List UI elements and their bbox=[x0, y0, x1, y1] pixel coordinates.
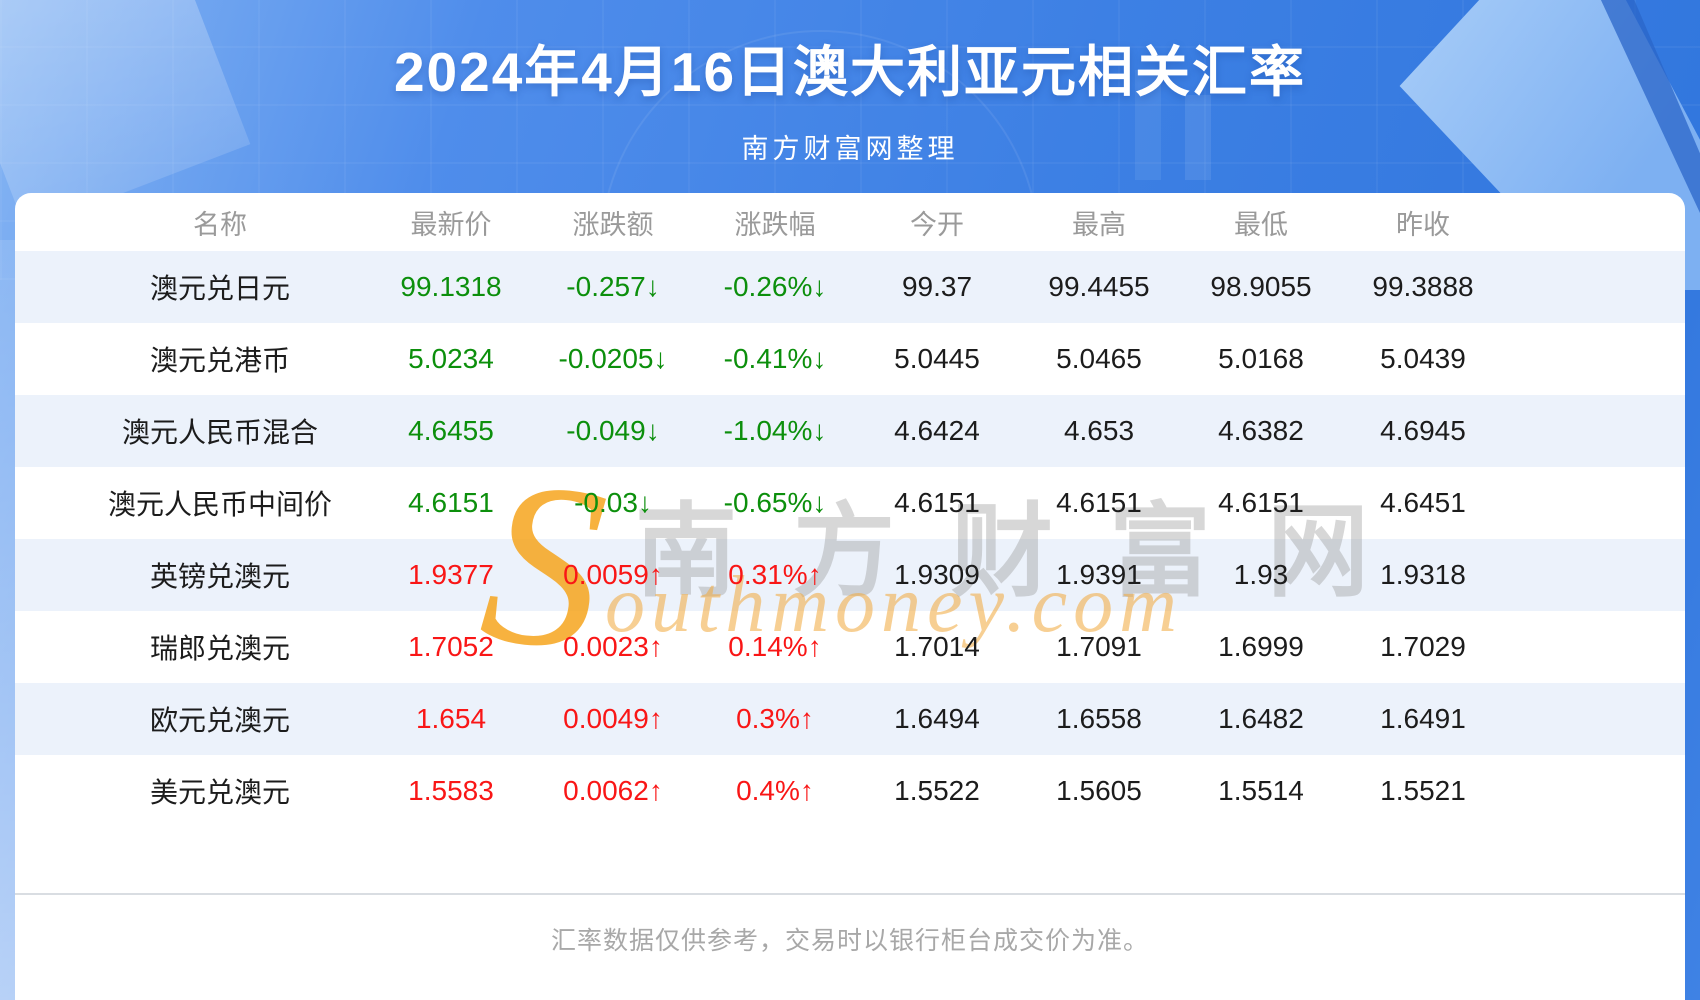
hero-header: 2024年4月16日澳大利亚元相关汇率 南方财富网整理 bbox=[0, 0, 1700, 193]
open-price: 4.6151 bbox=[894, 487, 980, 518]
low-price: 1.5514 bbox=[1218, 775, 1304, 806]
high-price: 1.6558 bbox=[1056, 703, 1142, 734]
low-price: 1.6482 bbox=[1218, 703, 1304, 734]
prev-close-price: 5.0439 bbox=[1380, 343, 1466, 374]
change-percent: -0.26%↓ bbox=[723, 271, 827, 302]
prev-close-price: 1.6491 bbox=[1380, 703, 1466, 734]
bg-left-glow-decoration bbox=[0, 240, 15, 1000]
table-body: 澳元兑日元 99.1318 -0.257↓ -0.26%↓ 99.37 99.4… bbox=[15, 251, 1685, 827]
change-amount: -0.0205↓ bbox=[558, 343, 668, 374]
change-percent: -0.65%↓ bbox=[723, 487, 827, 518]
latest-price: 4.6455 bbox=[408, 415, 494, 446]
change-percent: 0.3%↑ bbox=[736, 703, 814, 734]
change-amount: 0.0062↑ bbox=[563, 775, 663, 806]
col-header-latest: 最新价 bbox=[410, 209, 492, 240]
low-price: 1.6999 bbox=[1218, 631, 1304, 662]
open-price: 4.6424 bbox=[894, 415, 980, 446]
low-price: 4.6382 bbox=[1218, 415, 1304, 446]
open-price: 1.5522 bbox=[894, 775, 980, 806]
latest-price: 1.654 bbox=[415, 703, 487, 734]
pair-name: 欧元兑澳元 bbox=[149, 705, 290, 736]
table-row: 澳元人民币混合 4.6455 -0.049↓ -1.04%↓ 4.6424 4.… bbox=[15, 395, 1685, 467]
high-price: 4.653 bbox=[1063, 415, 1135, 446]
latest-price: 1.9377 bbox=[408, 559, 494, 590]
low-price: 4.6151 bbox=[1218, 487, 1304, 518]
change-amount: 0.0059↑ bbox=[563, 559, 663, 590]
high-price: 4.6151 bbox=[1056, 487, 1142, 518]
change-amount: 0.0023↑ bbox=[563, 631, 663, 662]
rates-card: S 南方财富网 outhmoney.com 名称 最新价 涨跌额 涨跌幅 今开 … bbox=[15, 193, 1685, 1000]
prev-close-price: 1.9318 bbox=[1380, 559, 1466, 590]
table-row: 瑞郎兑澳元 1.7052 0.0023↑ 0.14%↑ 1.7014 1.709… bbox=[15, 611, 1685, 683]
low-price: 1.93 bbox=[1233, 559, 1289, 590]
latest-price: 99.1318 bbox=[400, 271, 502, 302]
change-amount: 0.0049↑ bbox=[563, 703, 663, 734]
prev-close-price: 1.7029 bbox=[1380, 631, 1466, 662]
disclaimer-note: 汇率数据仅供参考，交易时以银行柜台成交价为准。 bbox=[550, 927, 1149, 955]
latest-price: 5.0234 bbox=[408, 343, 494, 374]
pair-name: 瑞郎兑澳元 bbox=[149, 633, 290, 664]
high-price: 1.5605 bbox=[1056, 775, 1142, 806]
col-header-open: 今开 bbox=[910, 209, 964, 240]
page-title: 2024年4月16日澳大利亚元相关汇率 bbox=[393, 41, 1307, 103]
page-subtitle: 南方财富网整理 bbox=[741, 134, 959, 164]
pair-name: 澳元人民币中间价 bbox=[107, 489, 332, 520]
change-amount: -0.049↓ bbox=[566, 415, 660, 446]
table-header-row: 名称 最新价 涨跌额 涨跌幅 今开 最高 最低 昨收 bbox=[15, 193, 1685, 251]
table-row: 澳元兑港币 5.0234 -0.0205↓ -0.41%↓ 5.0445 5.0… bbox=[15, 323, 1685, 395]
high-price: 99.4455 bbox=[1048, 271, 1150, 302]
change-percent: -0.41%↓ bbox=[723, 343, 827, 374]
prev-close-price: 4.6945 bbox=[1380, 415, 1466, 446]
high-price: 5.0465 bbox=[1056, 343, 1142, 374]
latest-price: 4.6151 bbox=[408, 487, 494, 518]
pair-name: 美元兑澳元 bbox=[149, 777, 290, 808]
open-price: 1.6494 bbox=[894, 703, 980, 734]
change-percent: 0.4%↑ bbox=[736, 775, 814, 806]
table-row: 英镑兑澳元 1.9377 0.0059↑ 0.31%↑ 1.9309 1.939… bbox=[15, 539, 1685, 611]
col-header-name: 名称 bbox=[193, 209, 247, 240]
change-percent: 0.31%↑ bbox=[728, 559, 822, 590]
change-amount: -0.257↓ bbox=[566, 271, 660, 302]
table-row: 欧元兑澳元 1.654 0.0049↑ 0.3%↑ 1.6494 1.6558 … bbox=[15, 683, 1685, 755]
col-header-change: 涨跌额 bbox=[572, 209, 654, 240]
latest-price: 1.5583 bbox=[408, 775, 494, 806]
open-price: 1.7014 bbox=[894, 631, 980, 662]
low-price: 98.9055 bbox=[1210, 271, 1312, 302]
pair-name: 澳元兑港币 bbox=[149, 345, 290, 376]
table-row: 澳元兑日元 99.1318 -0.257↓ -0.26%↓ 99.37 99.4… bbox=[15, 251, 1685, 323]
prev-close-price: 99.3888 bbox=[1372, 271, 1474, 302]
col-header-low: 最低 bbox=[1234, 209, 1288, 240]
open-price: 5.0445 bbox=[894, 343, 980, 374]
footer-divider bbox=[15, 893, 1685, 895]
open-price: 1.9309 bbox=[894, 559, 980, 590]
low-price: 5.0168 bbox=[1218, 343, 1304, 374]
latest-price: 1.7052 bbox=[408, 631, 494, 662]
col-header-high: 最高 bbox=[1072, 209, 1126, 240]
pair-name: 澳元兑日元 bbox=[149, 273, 290, 304]
prev-close-price: 4.6451 bbox=[1380, 487, 1466, 518]
col-header-prev-close: 昨收 bbox=[1396, 209, 1450, 240]
table-row: 澳元人民币中间价 4.6151 -0.03↓ -0.65%↓ 4.6151 4.… bbox=[15, 467, 1685, 539]
change-amount: -0.03↓ bbox=[574, 487, 652, 518]
high-price: 1.9391 bbox=[1056, 559, 1142, 590]
pair-name: 澳元人民币混合 bbox=[121, 417, 318, 448]
col-header-change-pct: 涨跌幅 bbox=[734, 209, 816, 240]
prev-close-price: 1.5521 bbox=[1380, 775, 1466, 806]
table-row: 美元兑澳元 1.5583 0.0062↑ 0.4%↑ 1.5522 1.5605… bbox=[15, 755, 1685, 827]
change-percent: -1.04%↓ bbox=[723, 415, 827, 446]
open-price: 99.37 bbox=[901, 271, 973, 302]
high-price: 1.7091 bbox=[1056, 631, 1142, 662]
pair-name: 英镑兑澳元 bbox=[149, 561, 290, 592]
change-percent: 0.14%↑ bbox=[728, 631, 822, 662]
